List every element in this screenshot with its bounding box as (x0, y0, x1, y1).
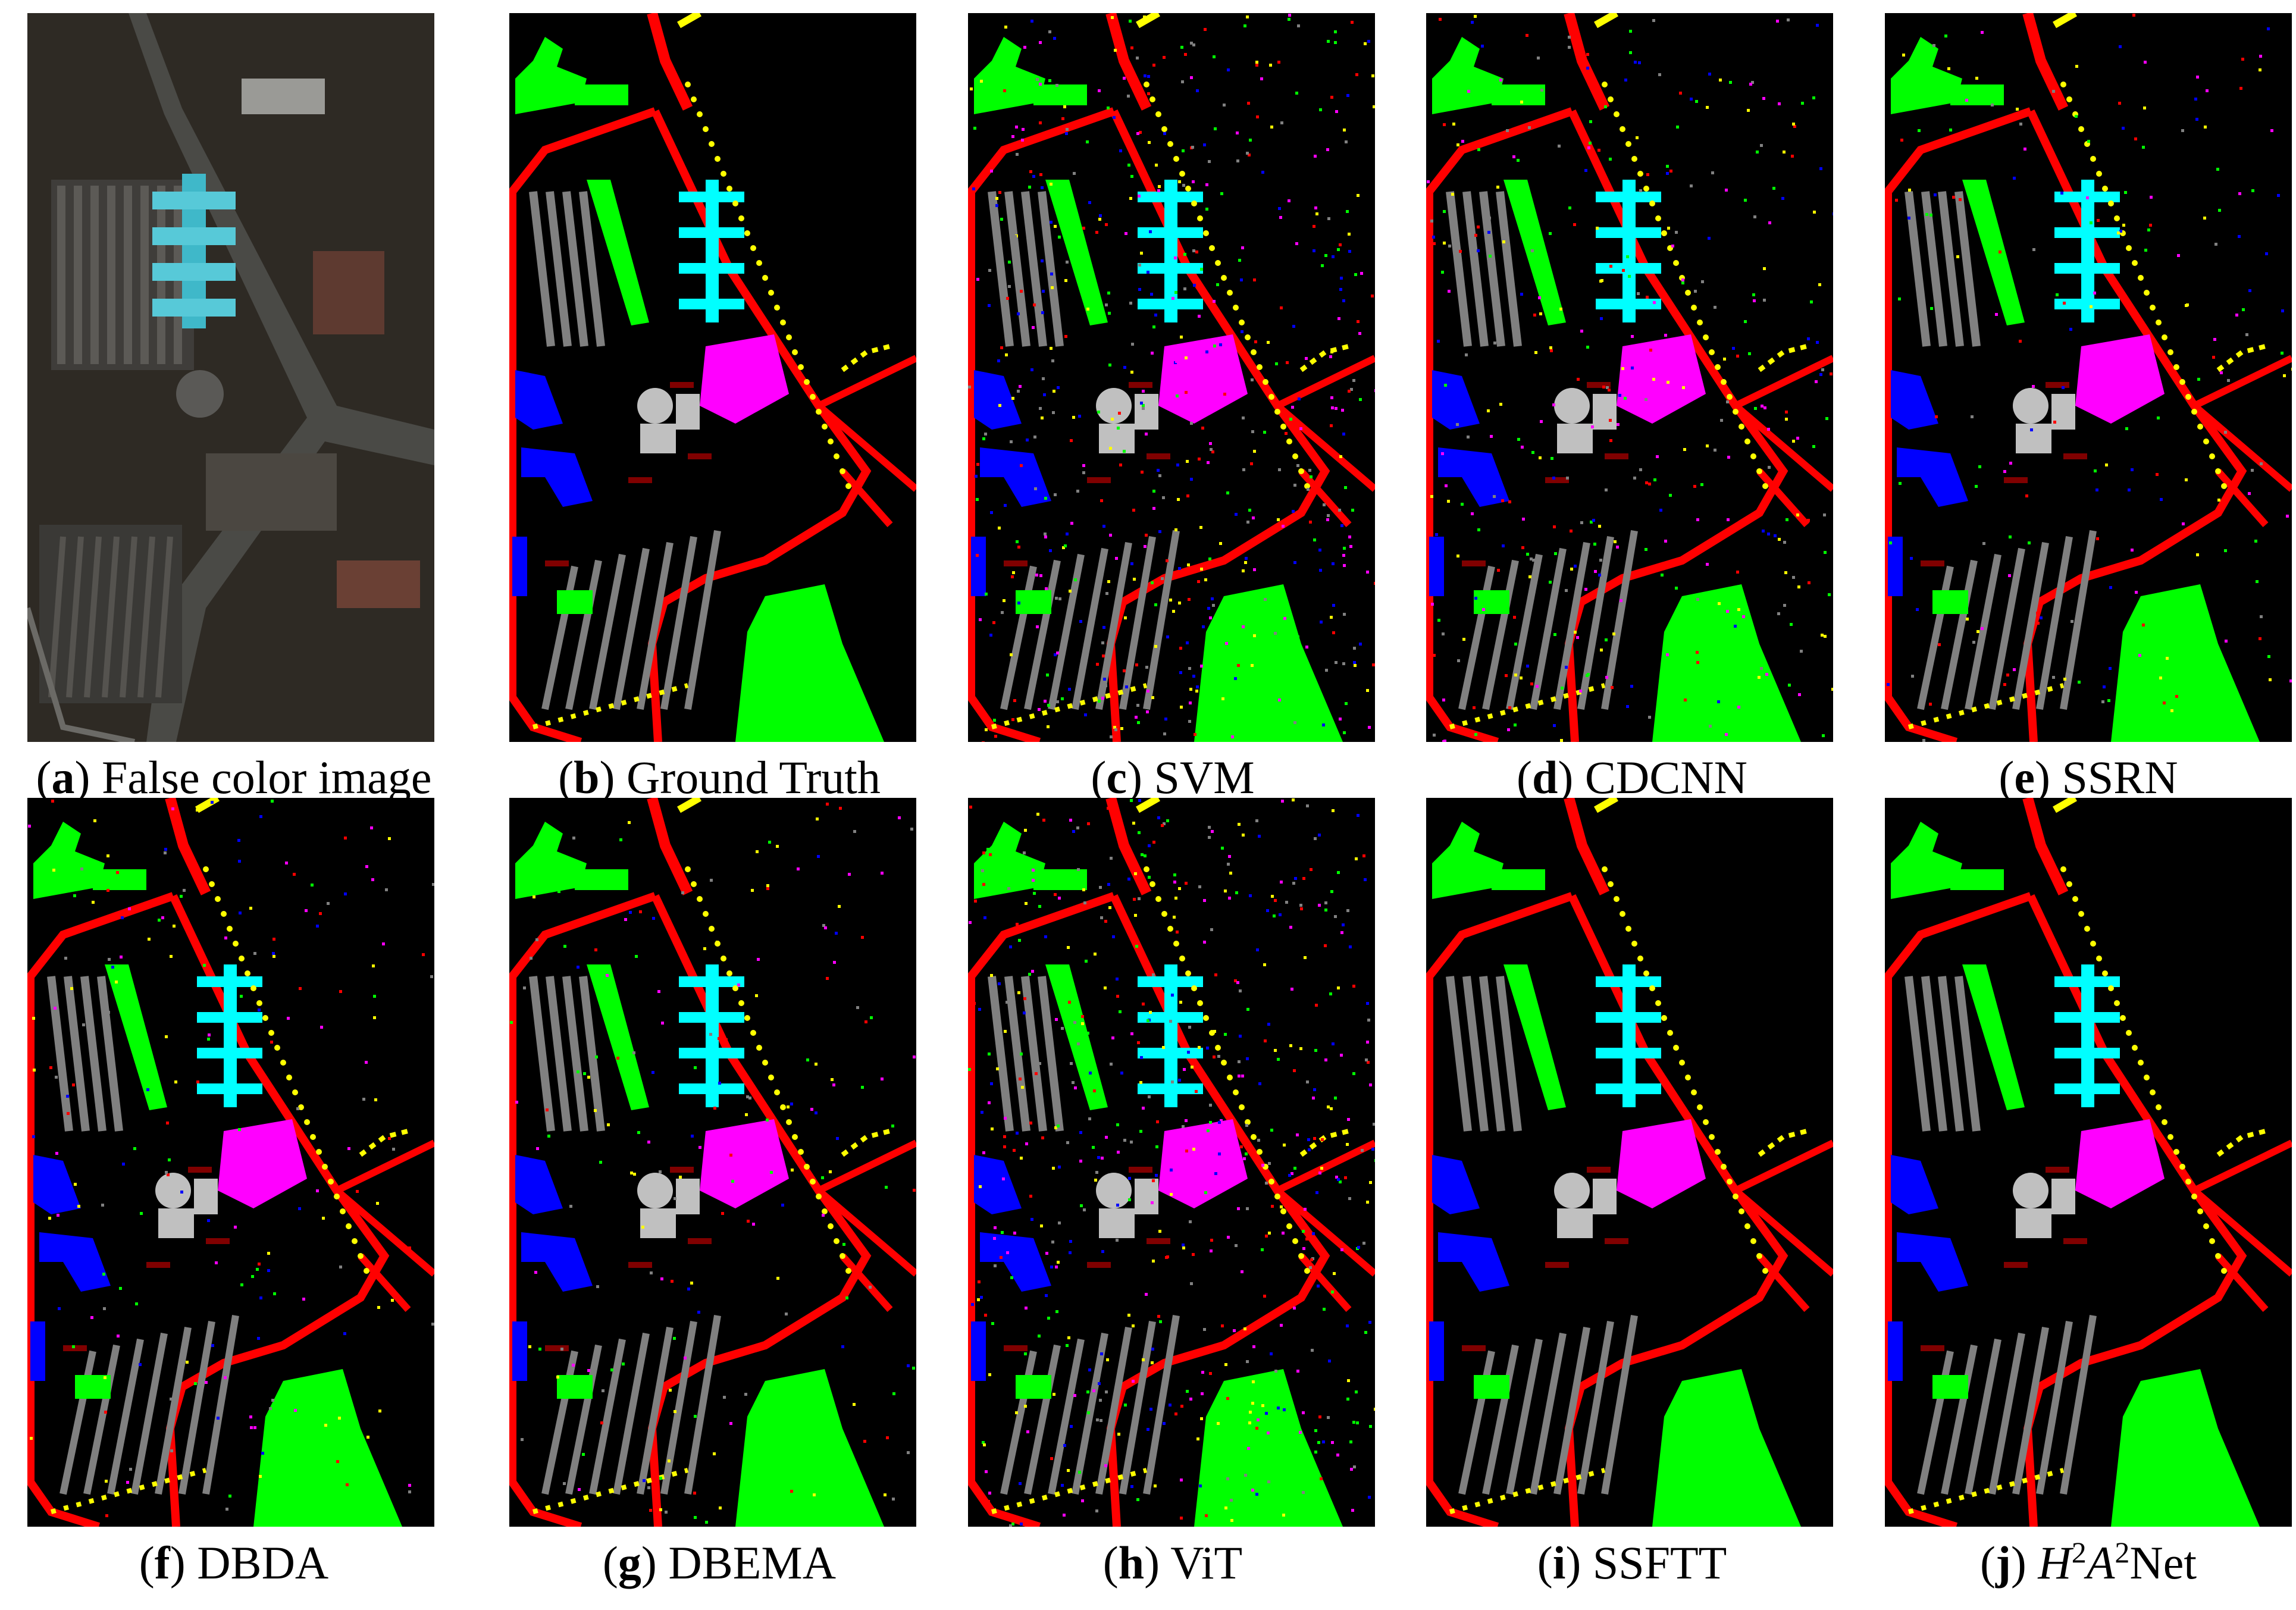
panel-caption-j: (j) H2A2Net (1979, 1536, 2197, 1589)
caption-math: H2A2 (2038, 1537, 2129, 1589)
classification-map-d (1426, 13, 1833, 742)
caption-letter: j (1995, 1537, 2011, 1589)
panel-caption-c: (c) SVM (1091, 751, 1255, 803)
caption-label: False color image (101, 751, 432, 803)
panel-caption-d: (d) CDCNN (1517, 751, 1747, 803)
caption-letter: h (1118, 1537, 1145, 1589)
panel-image (27, 798, 434, 1527)
classification-map-g (509, 798, 916, 1527)
caption-label: Net (2129, 1537, 2197, 1589)
panel-image (509, 798, 916, 1527)
caption-letter: a (51, 751, 75, 803)
caption-letter: f (154, 1537, 170, 1589)
panel-image (27, 13, 434, 742)
caption-letter: d (1532, 751, 1558, 803)
classification-map-j (1885, 798, 2292, 1527)
classification-map-h (968, 798, 1375, 1527)
panel-caption-a: (a) False color image (36, 751, 432, 803)
caption-label: SSFTT (1592, 1537, 1727, 1589)
caption-letter: i (1552, 1537, 1566, 1589)
caption-label: ViT (1170, 1537, 1243, 1589)
panel-caption-i: (i) SSFTT (1537, 1537, 1727, 1589)
caption-letter: e (2014, 751, 2035, 803)
panel-image (1426, 798, 1833, 1527)
panel-caption-h: (h) ViT (1102, 1537, 1243, 1589)
panel-caption-e: (e) SSRN (1999, 751, 2178, 803)
caption-letter: b (574, 751, 600, 803)
panel-caption-b: (b) Ground Truth (558, 751, 881, 803)
caption-label: CDCNN (1584, 751, 1747, 803)
math-base: H (2038, 1537, 2072, 1589)
math-sup: 2 (2115, 1536, 2130, 1569)
caption-letter: g (618, 1537, 641, 1589)
caption-letter: c (1106, 751, 1127, 803)
caption-label: Ground Truth (626, 751, 881, 803)
panel-image (1885, 13, 2292, 742)
panel-image (509, 13, 916, 742)
caption-label: DBDA (197, 1537, 329, 1589)
panel-image (968, 13, 1375, 742)
false-color-image-a (27, 13, 434, 742)
classification-map-f (27, 798, 434, 1527)
math-sup: 2 (2071, 1536, 2087, 1569)
panel-caption-f: (f) DBDA (139, 1537, 329, 1589)
classification-map-i (1426, 798, 1833, 1527)
panel-image (1426, 13, 1833, 742)
caption-label: DBEMA (668, 1537, 837, 1589)
classification-map-c (968, 13, 1375, 742)
math-base: A (2086, 1537, 2115, 1589)
panel-caption-g: (g) DBEMA (602, 1537, 837, 1589)
panel-image (968, 798, 1375, 1527)
classification-map-b (509, 13, 916, 742)
classification-map-e (1885, 13, 2292, 742)
panel-image (1885, 798, 2292, 1527)
caption-label: SVM (1154, 751, 1255, 803)
caption-label: SSRN (2062, 751, 2178, 803)
